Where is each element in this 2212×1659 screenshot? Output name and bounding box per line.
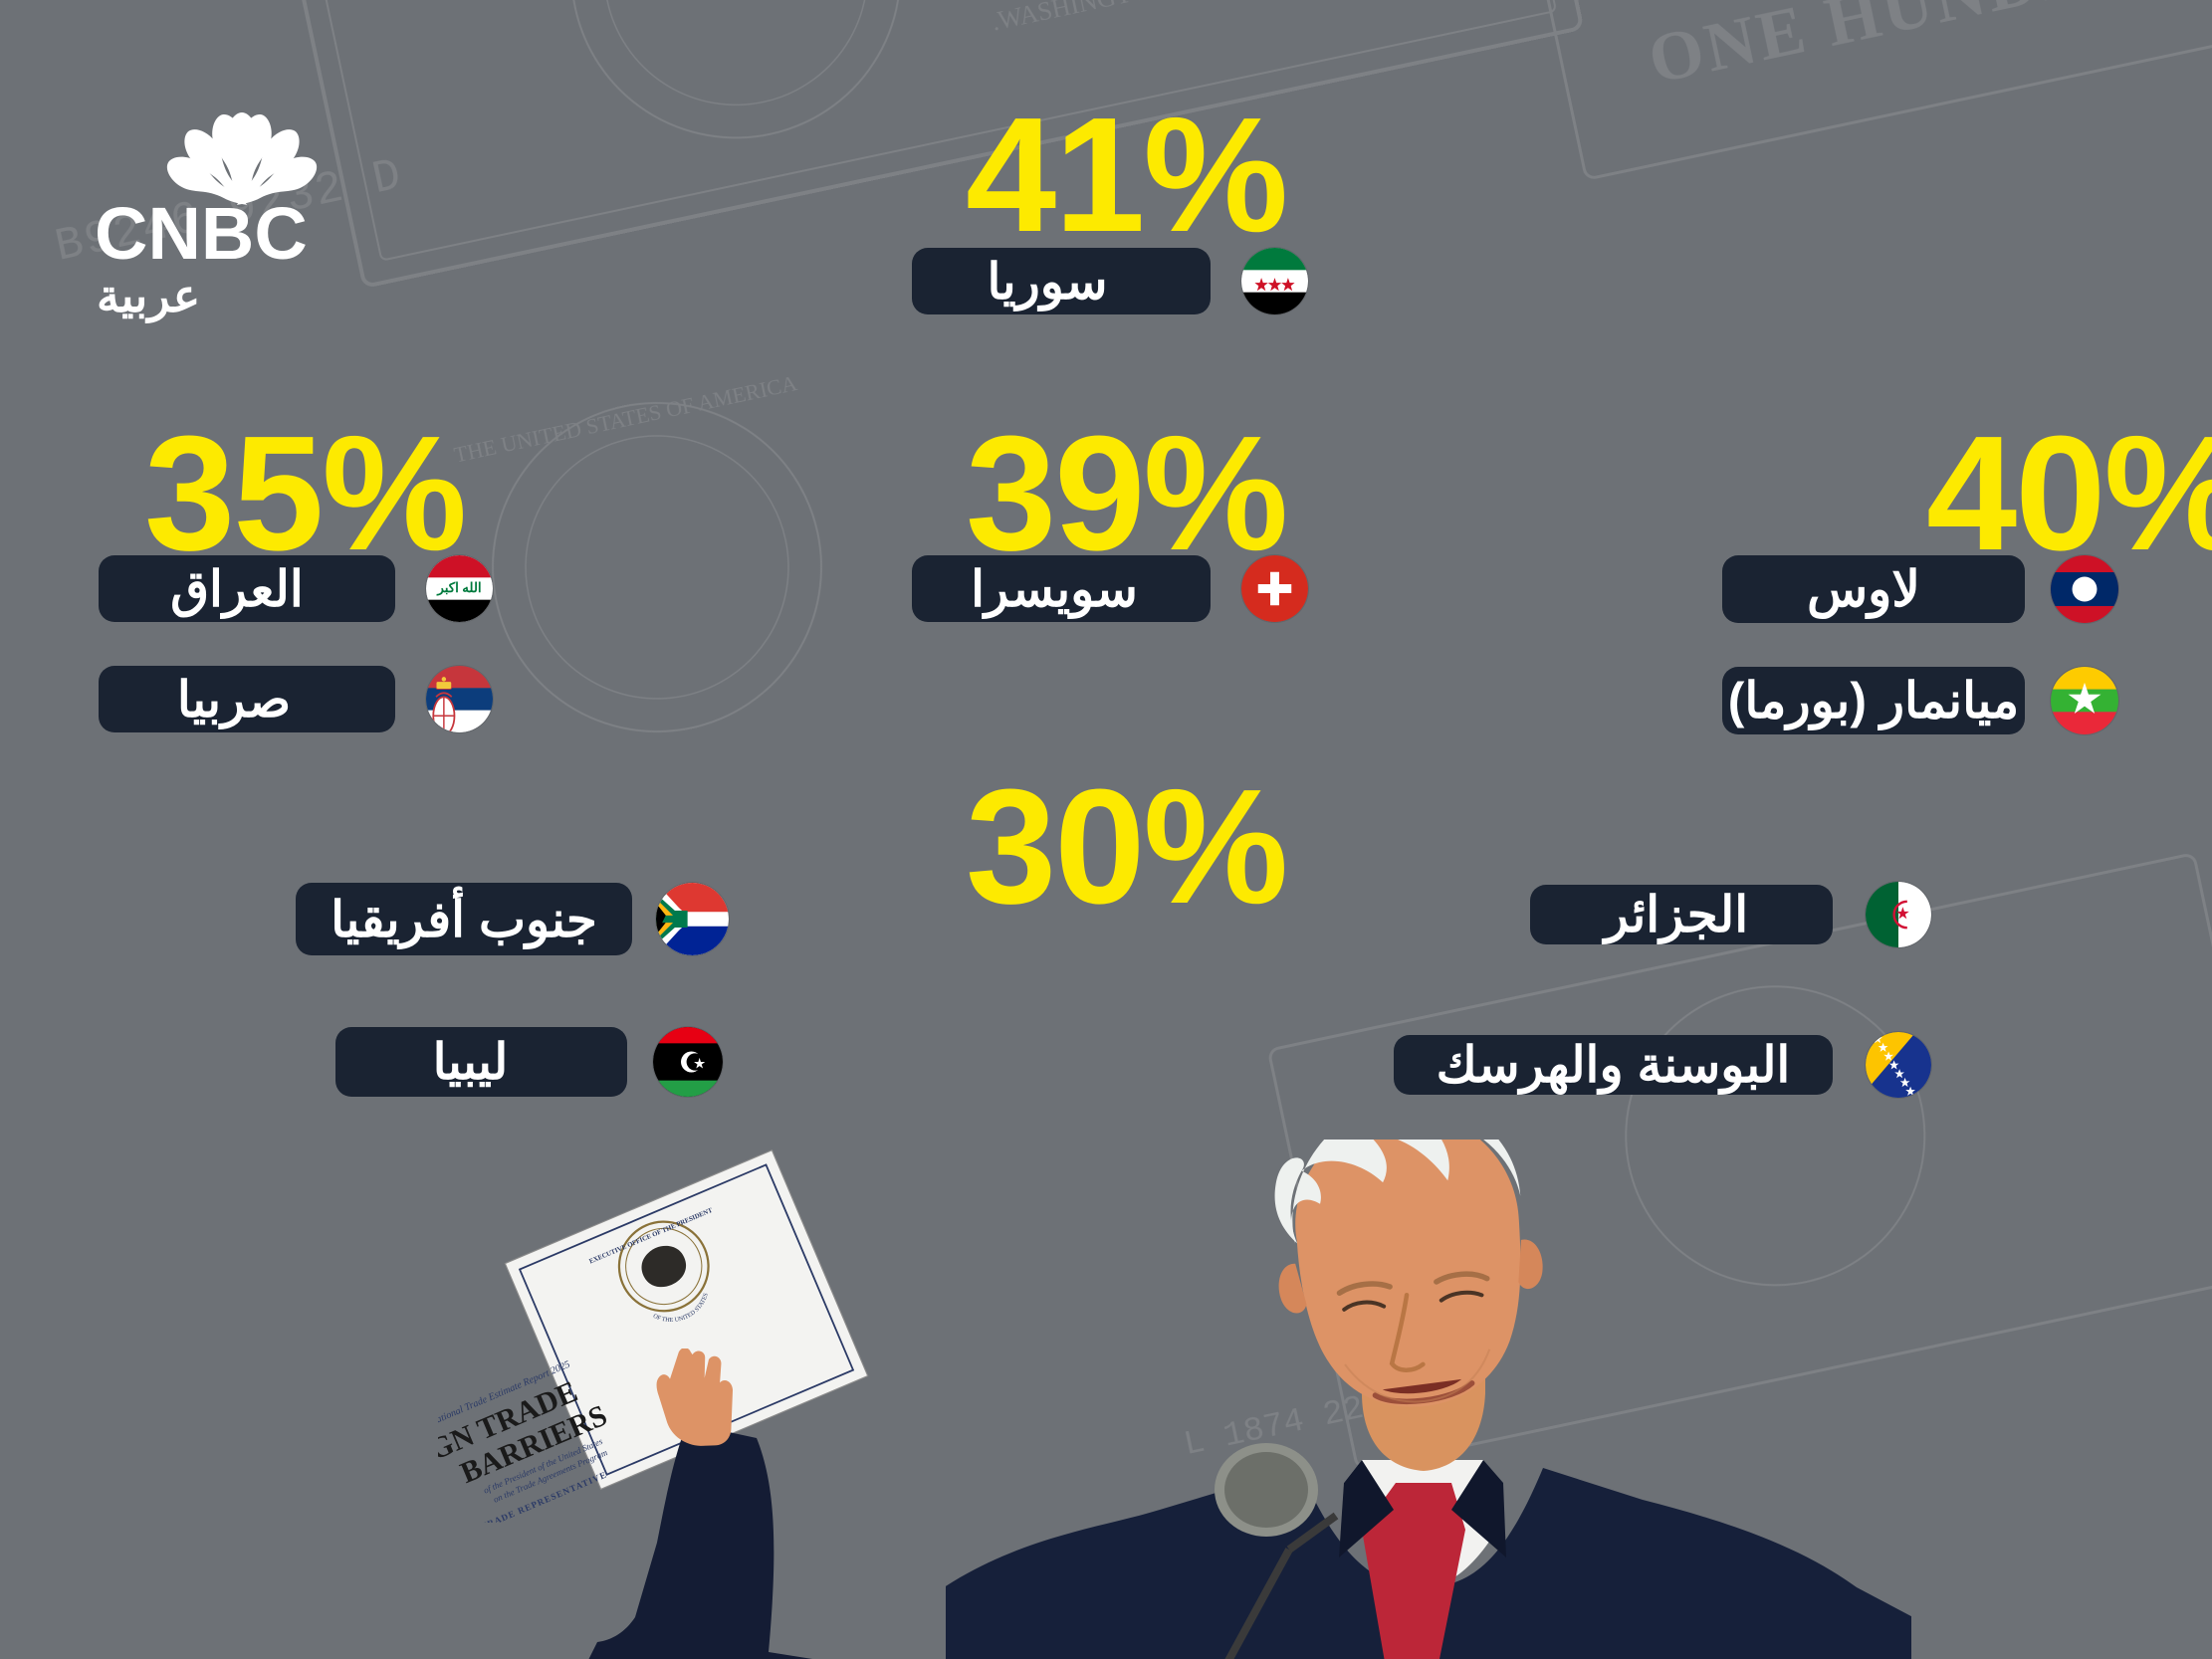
svg-text:عربية: عربية — [97, 270, 200, 323]
svg-text:CNBC: CNBC — [95, 192, 308, 275]
